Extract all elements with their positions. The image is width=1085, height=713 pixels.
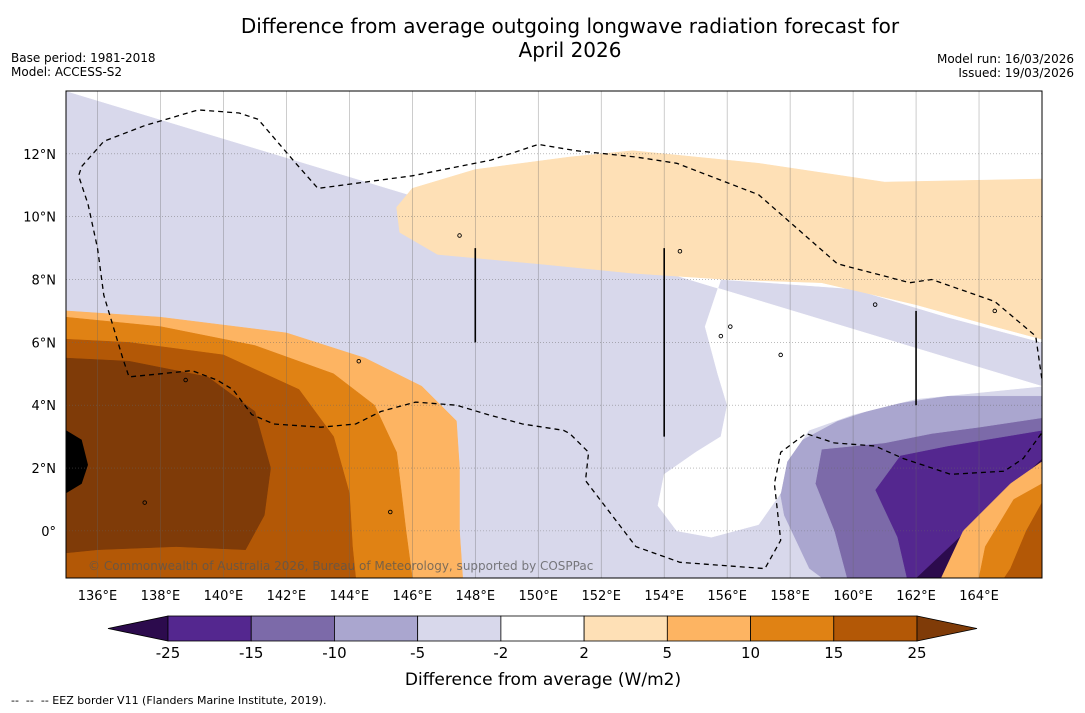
x-tick-label: 148°E <box>456 589 496 604</box>
colorbar-extend-high <box>916 615 978 642</box>
island-4 <box>457 233 462 238</box>
eez-border-0 <box>77 109 1042 570</box>
x-tick-label: 156°E <box>707 589 747 604</box>
colorbar-tick-label: -25 <box>156 644 181 662</box>
x-tick-label: 142°E <box>267 589 307 604</box>
field-region-14 <box>1003 502 1042 578</box>
island-3 <box>388 509 393 515</box>
y-tick-label: 4°N <box>32 399 57 414</box>
x-tick-label: 158°E <box>770 589 810 604</box>
x-tick-label: 146°E <box>393 589 433 604</box>
x-tick-label: 152°E <box>581 589 621 604</box>
x-tick-label: 136°E <box>78 589 118 604</box>
island-5 <box>677 248 683 254</box>
colorbar-tick-label: -10 <box>322 644 347 662</box>
field-region-6 <box>396 150 1042 340</box>
colorbar-swatch-8 <box>833 615 918 642</box>
colorbar-tick-label: 5 <box>663 644 673 662</box>
eez-footnote: -- -- -- EEZ border V11 (Flanders Marine… <box>11 694 327 707</box>
meta-right: Model run: 16/03/2026 Issued: 19/03/2026 <box>937 52 1074 80</box>
island-6 <box>728 324 733 329</box>
x-tick-label: 138°E <box>141 589 181 604</box>
chart-title: Difference from average outgoing longwav… <box>170 14 970 62</box>
colorbar-swatch-2 <box>334 615 419 642</box>
island-10 <box>992 308 998 314</box>
map-overlays <box>77 109 1042 570</box>
plot-frame <box>65 90 1043 579</box>
x-tick-label: 150°E <box>518 589 558 604</box>
colorbar-swatch-3 <box>417 615 502 642</box>
colorbar-tick-label: 25 <box>907 644 926 662</box>
y-tick-label: 2°N <box>32 462 57 477</box>
x-tick-label: 154°E <box>644 589 684 604</box>
copyright-watermark: © Commonwealth of Australia 2026, Bureau… <box>88 559 593 573</box>
x-tick-label: 160°E <box>833 589 873 604</box>
anomaly-field <box>66 91 1042 578</box>
colorbar-tick-label: -2 <box>493 644 508 662</box>
island-1 <box>183 377 188 383</box>
issued-label: Issued: 19/03/2026 <box>958 66 1074 80</box>
meta-left: Base period: 1981-2018 Model: ACCESS-S2 <box>11 51 156 79</box>
colorbar-swatch-5 <box>583 615 668 642</box>
colorbar-swatch-1 <box>250 615 335 642</box>
colorbar-swatch-7 <box>750 615 835 642</box>
chart-title-line1: Difference from average outgoing longwav… <box>240 14 900 38</box>
chart-title-line2: April 2026 <box>518 38 622 62</box>
island-9 <box>872 302 878 307</box>
x-tick-label: 140°E <box>204 589 244 604</box>
x-axis-ticks: 136°E 138°E 140°E 142°E 144°E 146°E 148°E 150°E… <box>78 589 999 604</box>
x-tick-label: 162°E <box>896 589 936 604</box>
y-tick-label: 12°N <box>23 148 56 163</box>
colorbar-tick-label: -5 <box>410 644 425 662</box>
colorbar-tick-label: 10 <box>741 644 760 662</box>
y-tick-label: 6°N <box>32 336 57 351</box>
x-tick-label: 164°E <box>959 589 999 604</box>
island-8 <box>778 352 783 358</box>
colorbar-label: Difference from average (W/m2) <box>405 670 681 690</box>
colorbar-tick-label: 2 <box>579 644 589 662</box>
island-7 <box>718 333 724 339</box>
model-label: Model: ACCESS-S2 <box>11 65 123 79</box>
colorbar-swatch-4 <box>500 615 585 642</box>
colorbar-tick-label: 15 <box>824 644 843 662</box>
base-period-label: Base period: 1981-2018 <box>11 51 156 65</box>
y-tick-label: 8°N <box>32 274 57 289</box>
island-0 <box>142 500 147 505</box>
y-axis-ticks: 0° 2°N 4°N 6°N 8°N 10°N 12°N <box>23 148 56 540</box>
y-tick-label: 10°N <box>23 211 56 226</box>
colorbar-swatch-0 <box>167 615 252 642</box>
colorbar: -25 -15 -10 -5 -2 2 5 10 15 25 <box>107 615 978 662</box>
model-run-label: Model run: 16/03/2026 <box>936 52 1074 66</box>
colorbar-extend-low <box>107 615 169 642</box>
colorbar-swatch-6 <box>666 615 751 642</box>
graticule <box>66 91 1042 578</box>
colorbar-tick-label: -15 <box>239 644 264 662</box>
field-region-11 <box>66 430 88 494</box>
y-tick-label: 0° <box>41 525 56 540</box>
island-2 <box>356 358 362 364</box>
x-tick-label: 144°E <box>330 589 370 604</box>
